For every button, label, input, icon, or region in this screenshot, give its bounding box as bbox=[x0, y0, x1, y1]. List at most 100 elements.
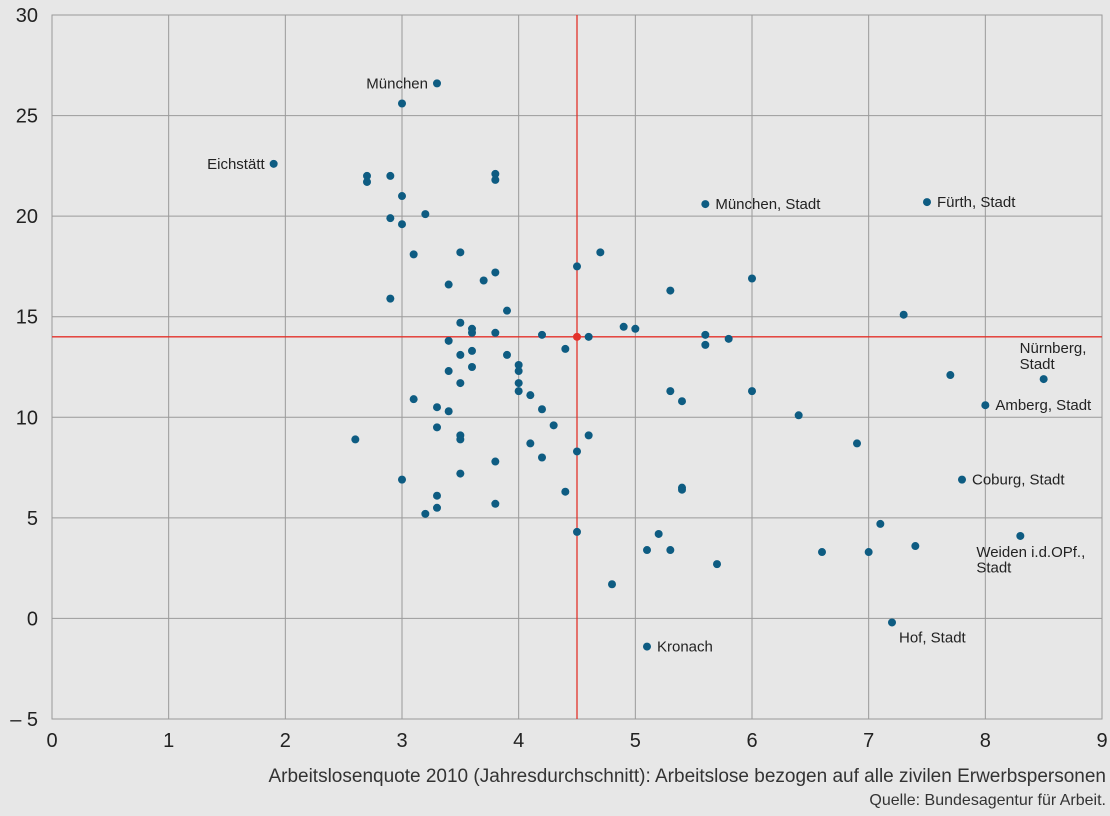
data-point bbox=[503, 306, 511, 315]
data-point bbox=[409, 395, 418, 404]
data-point bbox=[573, 527, 581, 536]
y-tick-label: 10 bbox=[16, 407, 38, 429]
data-point bbox=[433, 503, 441, 512]
data-point bbox=[456, 248, 465, 257]
data-point bbox=[701, 340, 710, 349]
data-point bbox=[444, 336, 453, 345]
data-point bbox=[479, 276, 488, 285]
data-point bbox=[573, 447, 581, 456]
point-label: Eichstätt bbox=[207, 156, 265, 173]
data-point bbox=[666, 546, 675, 555]
data-point bbox=[491, 499, 500, 508]
x-tick-label: 4 bbox=[513, 730, 524, 752]
data-point bbox=[491, 175, 500, 184]
mean-point bbox=[573, 332, 581, 341]
data-point bbox=[631, 324, 640, 333]
data-point bbox=[456, 379, 465, 388]
data-point bbox=[491, 328, 500, 337]
x-tick-label: 5 bbox=[630, 730, 641, 752]
data-point bbox=[794, 411, 803, 420]
y-tick-label: 5 bbox=[27, 508, 38, 530]
data-point bbox=[561, 487, 570, 496]
point-label: Weiden i.d.OPf., Stadt bbox=[976, 544, 1085, 577]
data-point bbox=[643, 642, 651, 651]
data-point bbox=[818, 548, 826, 557]
data-point bbox=[549, 421, 558, 430]
data-point bbox=[538, 453, 546, 462]
data-point bbox=[946, 371, 955, 380]
data-point bbox=[608, 580, 616, 589]
data-point bbox=[701, 330, 710, 339]
data-point bbox=[468, 328, 476, 337]
data-point bbox=[468, 346, 476, 355]
data-point bbox=[491, 268, 500, 277]
data-point bbox=[514, 379, 523, 388]
data-point bbox=[444, 280, 453, 289]
data-point bbox=[666, 387, 675, 396]
data-point bbox=[433, 403, 441, 412]
x-tick-label: 9 bbox=[1096, 730, 1107, 752]
data-point bbox=[398, 192, 406, 201]
data-point bbox=[398, 475, 406, 484]
point-label: Nürnberg, Stadt bbox=[1020, 340, 1087, 373]
data-point bbox=[864, 548, 873, 557]
point-label: München bbox=[366, 75, 428, 92]
data-point bbox=[444, 367, 453, 376]
data-point bbox=[643, 546, 651, 555]
point-label: Fürth, Stadt bbox=[937, 194, 1016, 211]
point-label: München, Stadt bbox=[715, 196, 821, 213]
data-point bbox=[421, 210, 430, 219]
data-point bbox=[899, 310, 908, 319]
data-point bbox=[701, 200, 710, 209]
data-point bbox=[596, 248, 605, 257]
data-point bbox=[538, 330, 546, 339]
data-point bbox=[748, 387, 756, 396]
data-point bbox=[468, 363, 476, 371]
data-point bbox=[456, 469, 465, 478]
data-point bbox=[526, 439, 535, 448]
data-point bbox=[363, 171, 371, 180]
data-point bbox=[351, 435, 360, 444]
point-label: Hof, Stadt bbox=[899, 629, 967, 646]
data-point bbox=[444, 407, 453, 416]
y-tick-label: 30 bbox=[16, 5, 38, 27]
data-point bbox=[724, 334, 733, 343]
data-point bbox=[514, 387, 523, 396]
data-point bbox=[526, 391, 535, 400]
y-tick-label: 20 bbox=[16, 206, 38, 228]
data-point bbox=[456, 318, 465, 327]
data-point bbox=[888, 618, 896, 627]
y-tick-label: 15 bbox=[16, 307, 38, 329]
x-tick-label: 8 bbox=[980, 730, 991, 752]
data-point bbox=[269, 159, 278, 168]
data-point bbox=[561, 344, 570, 353]
data-point bbox=[514, 367, 523, 376]
data-point bbox=[398, 220, 406, 229]
data-point bbox=[678, 397, 686, 406]
data-point bbox=[713, 560, 721, 569]
data-point bbox=[748, 274, 756, 283]
y-tick-label: – 5 bbox=[10, 709, 38, 731]
data-point bbox=[654, 529, 663, 538]
data-point bbox=[1016, 531, 1025, 540]
data-point bbox=[958, 475, 966, 484]
x-tick-label: 3 bbox=[396, 730, 407, 752]
data-point bbox=[1039, 375, 1048, 384]
x-tick-label: 7 bbox=[863, 730, 874, 752]
y-tick-label: 0 bbox=[27, 608, 38, 630]
data-point bbox=[584, 332, 593, 341]
data-point bbox=[619, 322, 628, 331]
data-point bbox=[421, 509, 430, 518]
point-label: Amberg, Stadt bbox=[995, 397, 1092, 414]
data-point bbox=[398, 99, 406, 108]
data-point bbox=[456, 435, 465, 444]
data-point bbox=[538, 405, 546, 414]
data-point bbox=[853, 439, 861, 448]
x-axis-label: Arbeitslosenquote 2010 (Jahresdurchschni… bbox=[268, 766, 1106, 787]
data-point bbox=[584, 431, 593, 440]
data-point bbox=[456, 350, 465, 359]
data-point bbox=[386, 294, 395, 303]
data-point bbox=[491, 457, 500, 466]
